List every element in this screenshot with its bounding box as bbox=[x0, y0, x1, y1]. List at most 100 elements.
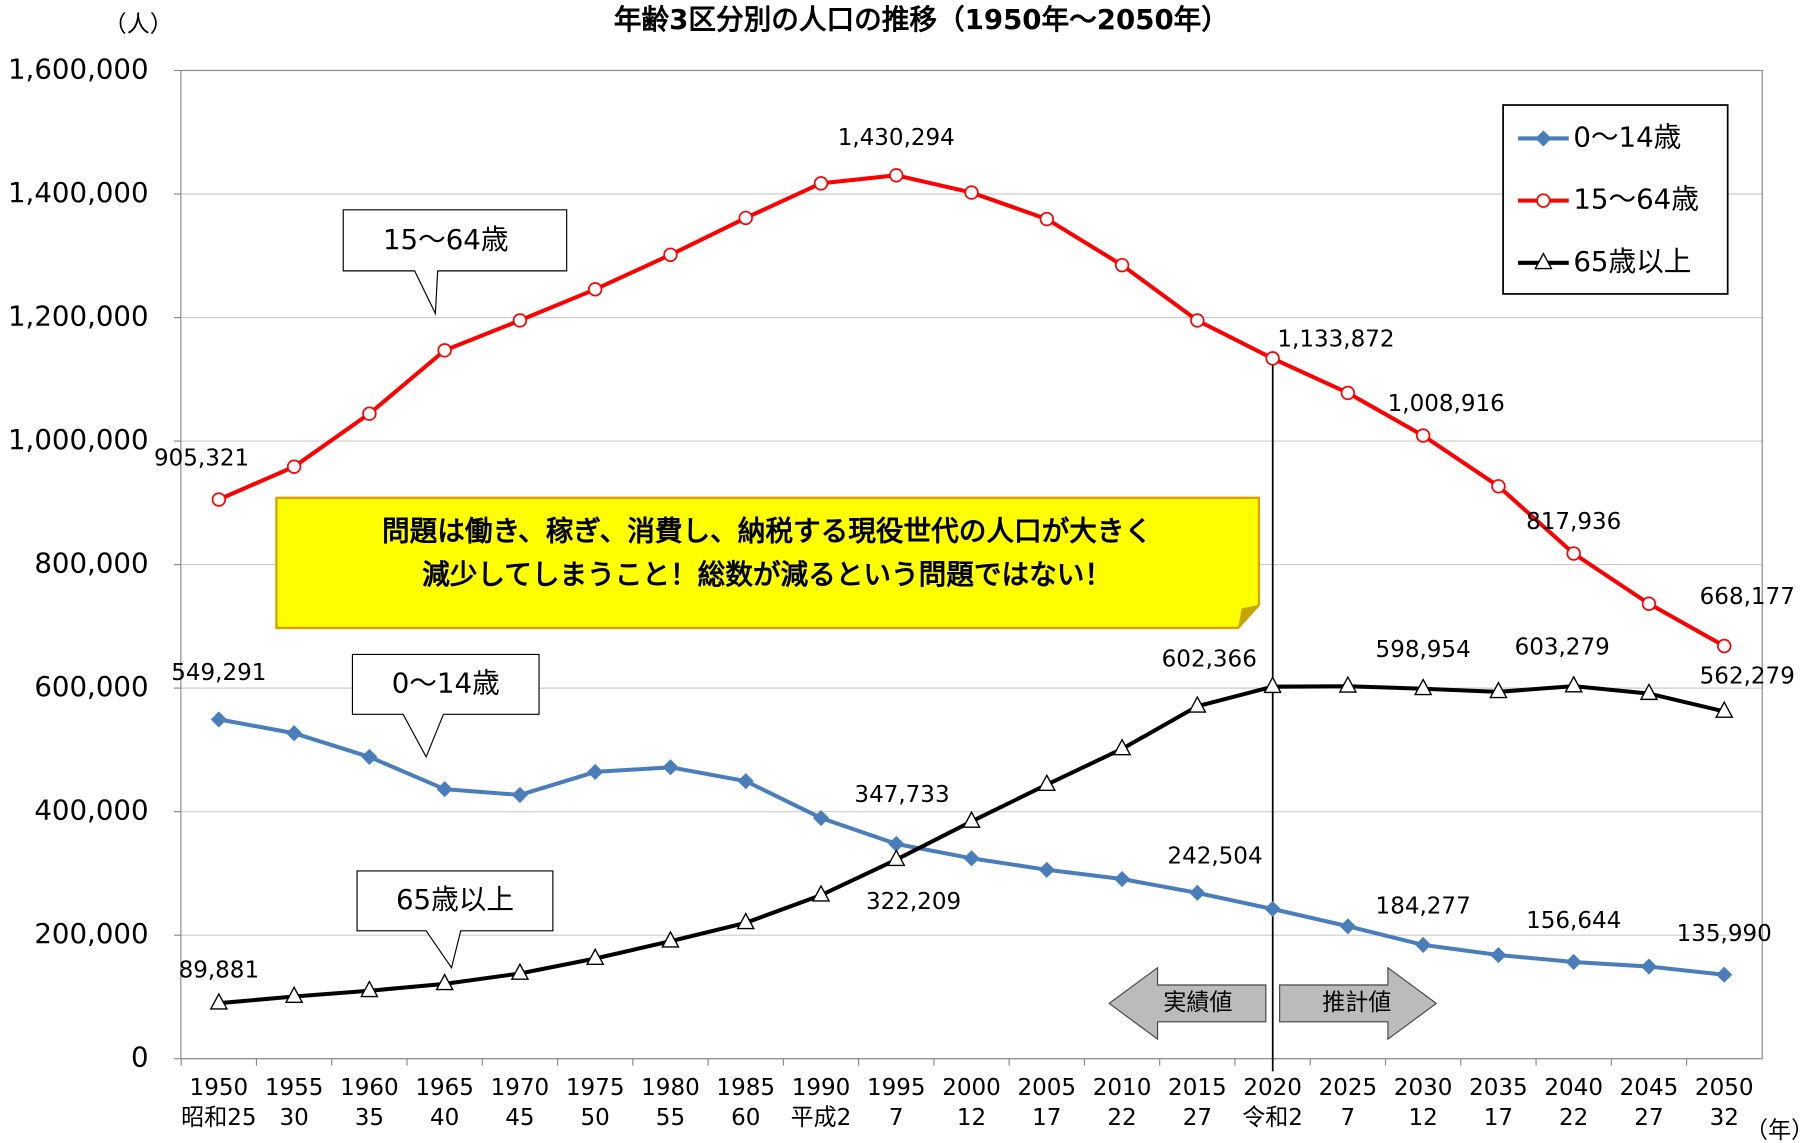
y-unit: （人） bbox=[104, 12, 173, 38]
marker bbox=[1566, 546, 1581, 561]
x-tick-label: 2040 bbox=[1544, 1075, 1603, 1101]
y-tick-label: 1,600,000 bbox=[8, 52, 149, 85]
y-tick-label: 400,000 bbox=[34, 794, 148, 827]
marker bbox=[1340, 385, 1356, 401]
marker bbox=[211, 492, 227, 507]
callout-box bbox=[351, 653, 540, 759]
marker bbox=[360, 980, 379, 998]
x-tick-label: 2050 bbox=[1695, 1075, 1754, 1101]
x-tick-label: 2020 bbox=[1243, 1075, 1302, 1101]
marker bbox=[1491, 479, 1506, 494]
marker bbox=[210, 711, 227, 728]
callout: 0～14歳 bbox=[392, 666, 500, 699]
marker bbox=[585, 947, 605, 965]
marker bbox=[813, 176, 829, 191]
note-line: 減少してしまうこと！総数が減るという問題ではない！ bbox=[422, 558, 1112, 591]
x-tick-label: 2035 bbox=[1469, 1075, 1528, 1101]
marker bbox=[1039, 211, 1054, 227]
marker bbox=[661, 930, 680, 948]
marker bbox=[1114, 870, 1131, 888]
marker bbox=[286, 725, 303, 742]
marker bbox=[962, 810, 981, 828]
x-era-label: 22 bbox=[1559, 1105, 1588, 1131]
legend-label: 0～14歳 bbox=[1573, 120, 1681, 153]
legend-label: 65歳以上 bbox=[1573, 245, 1691, 278]
x-era-label: 40 bbox=[430, 1105, 459, 1131]
marker bbox=[1715, 700, 1734, 718]
data-label: 322,209 bbox=[866, 889, 961, 915]
data-label: 1,133,872 bbox=[1277, 326, 1394, 352]
data-label: 242,504 bbox=[1167, 844, 1262, 870]
x-era-label: 平成2 bbox=[791, 1105, 852, 1131]
chart-title: 年齢3区分別の人口の推移（1950年～2050年） bbox=[614, 3, 1229, 36]
x-unit: （年） bbox=[1745, 1118, 1806, 1143]
x-tick-label: 1990 bbox=[792, 1075, 851, 1101]
marker bbox=[964, 185, 979, 200]
marker bbox=[963, 850, 980, 867]
x-era-label: 60 bbox=[731, 1105, 760, 1131]
data-label: 347,733 bbox=[854, 782, 949, 808]
marker bbox=[1641, 596, 1657, 611]
marker bbox=[510, 962, 530, 980]
marker bbox=[1489, 681, 1508, 699]
x-era-label: 55 bbox=[656, 1105, 685, 1131]
x-era-label: 17 bbox=[1484, 1105, 1513, 1131]
arrow-left bbox=[1108, 966, 1267, 1041]
x-tick-label: 1950 bbox=[190, 1075, 249, 1101]
x-tick-label: 1995 bbox=[867, 1075, 926, 1101]
x-era-label: 27 bbox=[1183, 1105, 1212, 1131]
marker bbox=[209, 992, 229, 1010]
x-tick-label: 1960 bbox=[340, 1075, 399, 1101]
data-label: 603,279 bbox=[1515, 635, 1610, 661]
marker bbox=[1415, 428, 1431, 443]
y-tick-label: 200,000 bbox=[34, 917, 148, 950]
arrow-label: 推計値 bbox=[1322, 990, 1391, 1016]
marker bbox=[511, 786, 528, 804]
note-line: 問題は働き、稼ぎ、消費し、納税する現役世代の人口が大きく bbox=[382, 514, 1152, 547]
callout: 65歳以上 bbox=[396, 883, 514, 916]
x-tick-label: 1965 bbox=[415, 1075, 474, 1101]
data-label: 817,936 bbox=[1526, 509, 1621, 535]
marker bbox=[1640, 958, 1658, 975]
marker bbox=[1534, 252, 1553, 270]
x-era-label: 12 bbox=[957, 1105, 986, 1131]
marker bbox=[811, 884, 831, 902]
marker bbox=[1415, 936, 1432, 953]
marker bbox=[436, 781, 453, 798]
y-tick-label: 600,000 bbox=[34, 670, 148, 703]
callout-box bbox=[342, 209, 568, 316]
marker bbox=[812, 809, 830, 827]
x-era-label: 17 bbox=[1032, 1105, 1061, 1131]
data-label: 135,990 bbox=[1677, 921, 1772, 947]
x-era-label: 27 bbox=[1634, 1105, 1663, 1131]
marker bbox=[437, 343, 452, 358]
x-tick-label: 1955 bbox=[265, 1075, 324, 1101]
x-tick-label: 2000 bbox=[942, 1075, 1001, 1101]
marker bbox=[1536, 193, 1551, 208]
x-tick-label: 2010 bbox=[1093, 1075, 1152, 1101]
x-era-label: 令和2 bbox=[1242, 1105, 1303, 1131]
marker bbox=[284, 985, 304, 1003]
marker bbox=[736, 912, 755, 930]
data-label: 1,430,294 bbox=[838, 125, 955, 151]
marker bbox=[1564, 675, 1583, 693]
x-tick-label: 1985 bbox=[716, 1075, 775, 1101]
data-label: 905,321 bbox=[154, 446, 249, 472]
x-era-label: 50 bbox=[581, 1105, 610, 1131]
x-tick-label: 2005 bbox=[1018, 1075, 1077, 1101]
callout: 15～64歳 bbox=[383, 223, 509, 256]
marker bbox=[587, 763, 604, 780]
note-fold bbox=[1238, 604, 1259, 628]
callout-box bbox=[356, 870, 554, 970]
data-label: 598,954 bbox=[1376, 637, 1471, 663]
y-tick-label: 1,200,000 bbox=[8, 300, 149, 333]
marker bbox=[1535, 130, 1552, 147]
data-label: 668,177 bbox=[1700, 584, 1795, 610]
marker bbox=[1188, 695, 1207, 713]
x-tick-label: 1980 bbox=[641, 1075, 700, 1101]
data-label: 89,881 bbox=[179, 957, 260, 983]
legend-label: 15～64歳 bbox=[1573, 183, 1699, 216]
data-label: 549,291 bbox=[171, 660, 266, 686]
x-tick-label: 2030 bbox=[1394, 1075, 1453, 1101]
